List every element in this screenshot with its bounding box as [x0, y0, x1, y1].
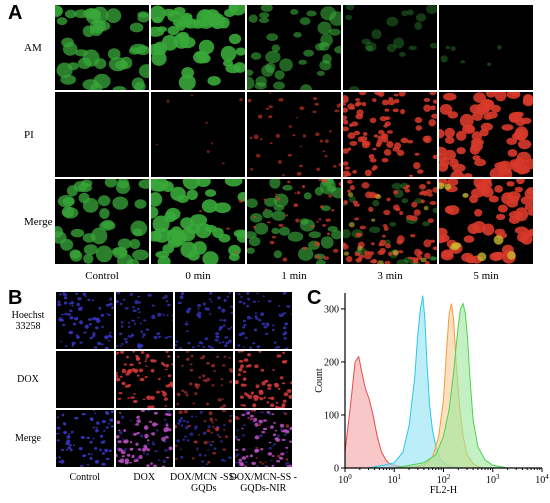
panel-b-micrograph: [56, 351, 114, 408]
panel-b-micrograph: [175, 410, 233, 467]
panel-a-column-label: Control: [85, 270, 119, 282]
histogram-series: [394, 302, 508, 469]
panel-a-micrograph: [439, 92, 533, 177]
y-tick-label: 300: [324, 304, 339, 315]
panel-b-column-label: Control: [69, 472, 101, 483]
panel-b-micrograph: [115, 351, 173, 408]
panel-b-micrograph: [175, 351, 233, 408]
y-tick-label: 200: [324, 357, 339, 368]
x-tick-label: 104: [535, 473, 549, 486]
panel-b-micrograph: [234, 410, 292, 467]
panel-a-column-label: 1 min: [281, 270, 307, 282]
panel-b-micrograph: [175, 292, 233, 349]
panel-a-micrograph: [151, 179, 245, 264]
panel-a-micrograph: [247, 92, 341, 177]
x-tick-label: 103: [486, 473, 500, 486]
panel-a-micrograph: [55, 92, 149, 177]
panel-a-column-label: 0 min: [185, 270, 211, 282]
panel-b-row-label: Merge: [15, 432, 41, 444]
panel-a-micrograph: [247, 5, 341, 90]
panel-b-micrograph: [115, 410, 173, 467]
panel-b-micrograph: [115, 292, 173, 349]
panel-a-row-label: AM: [24, 41, 42, 54]
panel-a-micrograph: [55, 179, 149, 264]
panel-a-row-label: Merge: [24, 215, 53, 228]
panel-a-micrograph: [343, 179, 437, 264]
x-tick-label: 100: [338, 473, 352, 486]
panel-a-micrograph: [439, 5, 533, 90]
y-tick-label: 100: [324, 410, 339, 421]
panel-a-micrograph: [343, 92, 437, 177]
panel-a-micrograph: [55, 5, 149, 90]
panel-b-column-label: DOX/MCN-SS -GQDs-NIR: [229, 472, 297, 494]
panel-a-micrograph: [151, 92, 245, 177]
panel-b-row-label: DOX: [17, 373, 39, 385]
panel-b-letter: B: [8, 287, 23, 309]
panel-c-letter: C: [307, 287, 322, 309]
panel-b-micrograph: [234, 351, 292, 408]
panel-b-row-label: Hoechst 33258: [11, 309, 45, 332]
panel-a-micrograph: [439, 179, 533, 264]
panel-b-micrograph: [56, 410, 114, 467]
panel-a-column-label: 3 min: [377, 270, 403, 282]
panel-b-column-label: DOX/MCN -SS-GQDs: [169, 472, 238, 494]
panel-a-row-label: PI: [24, 128, 34, 141]
panel-b-micrograph: [56, 292, 114, 349]
panel-a-letter: A: [8, 2, 23, 24]
panel-b-column-label: DOX: [133, 472, 156, 483]
panel-a-column-label: 5 min: [473, 270, 499, 282]
y-tick-label: 0: [334, 464, 339, 475]
y-axis-label: Count: [314, 368, 325, 393]
panel-a-micrograph: [343, 5, 437, 90]
x-axis-label: FL2-H: [430, 485, 457, 496]
panel-a-micrograph: [151, 5, 245, 90]
panel-b-micrograph: [234, 292, 292, 349]
panel-a-micrograph: [247, 179, 341, 264]
x-tick-label: 101: [388, 473, 402, 486]
x-tick-label: 102: [437, 473, 451, 486]
